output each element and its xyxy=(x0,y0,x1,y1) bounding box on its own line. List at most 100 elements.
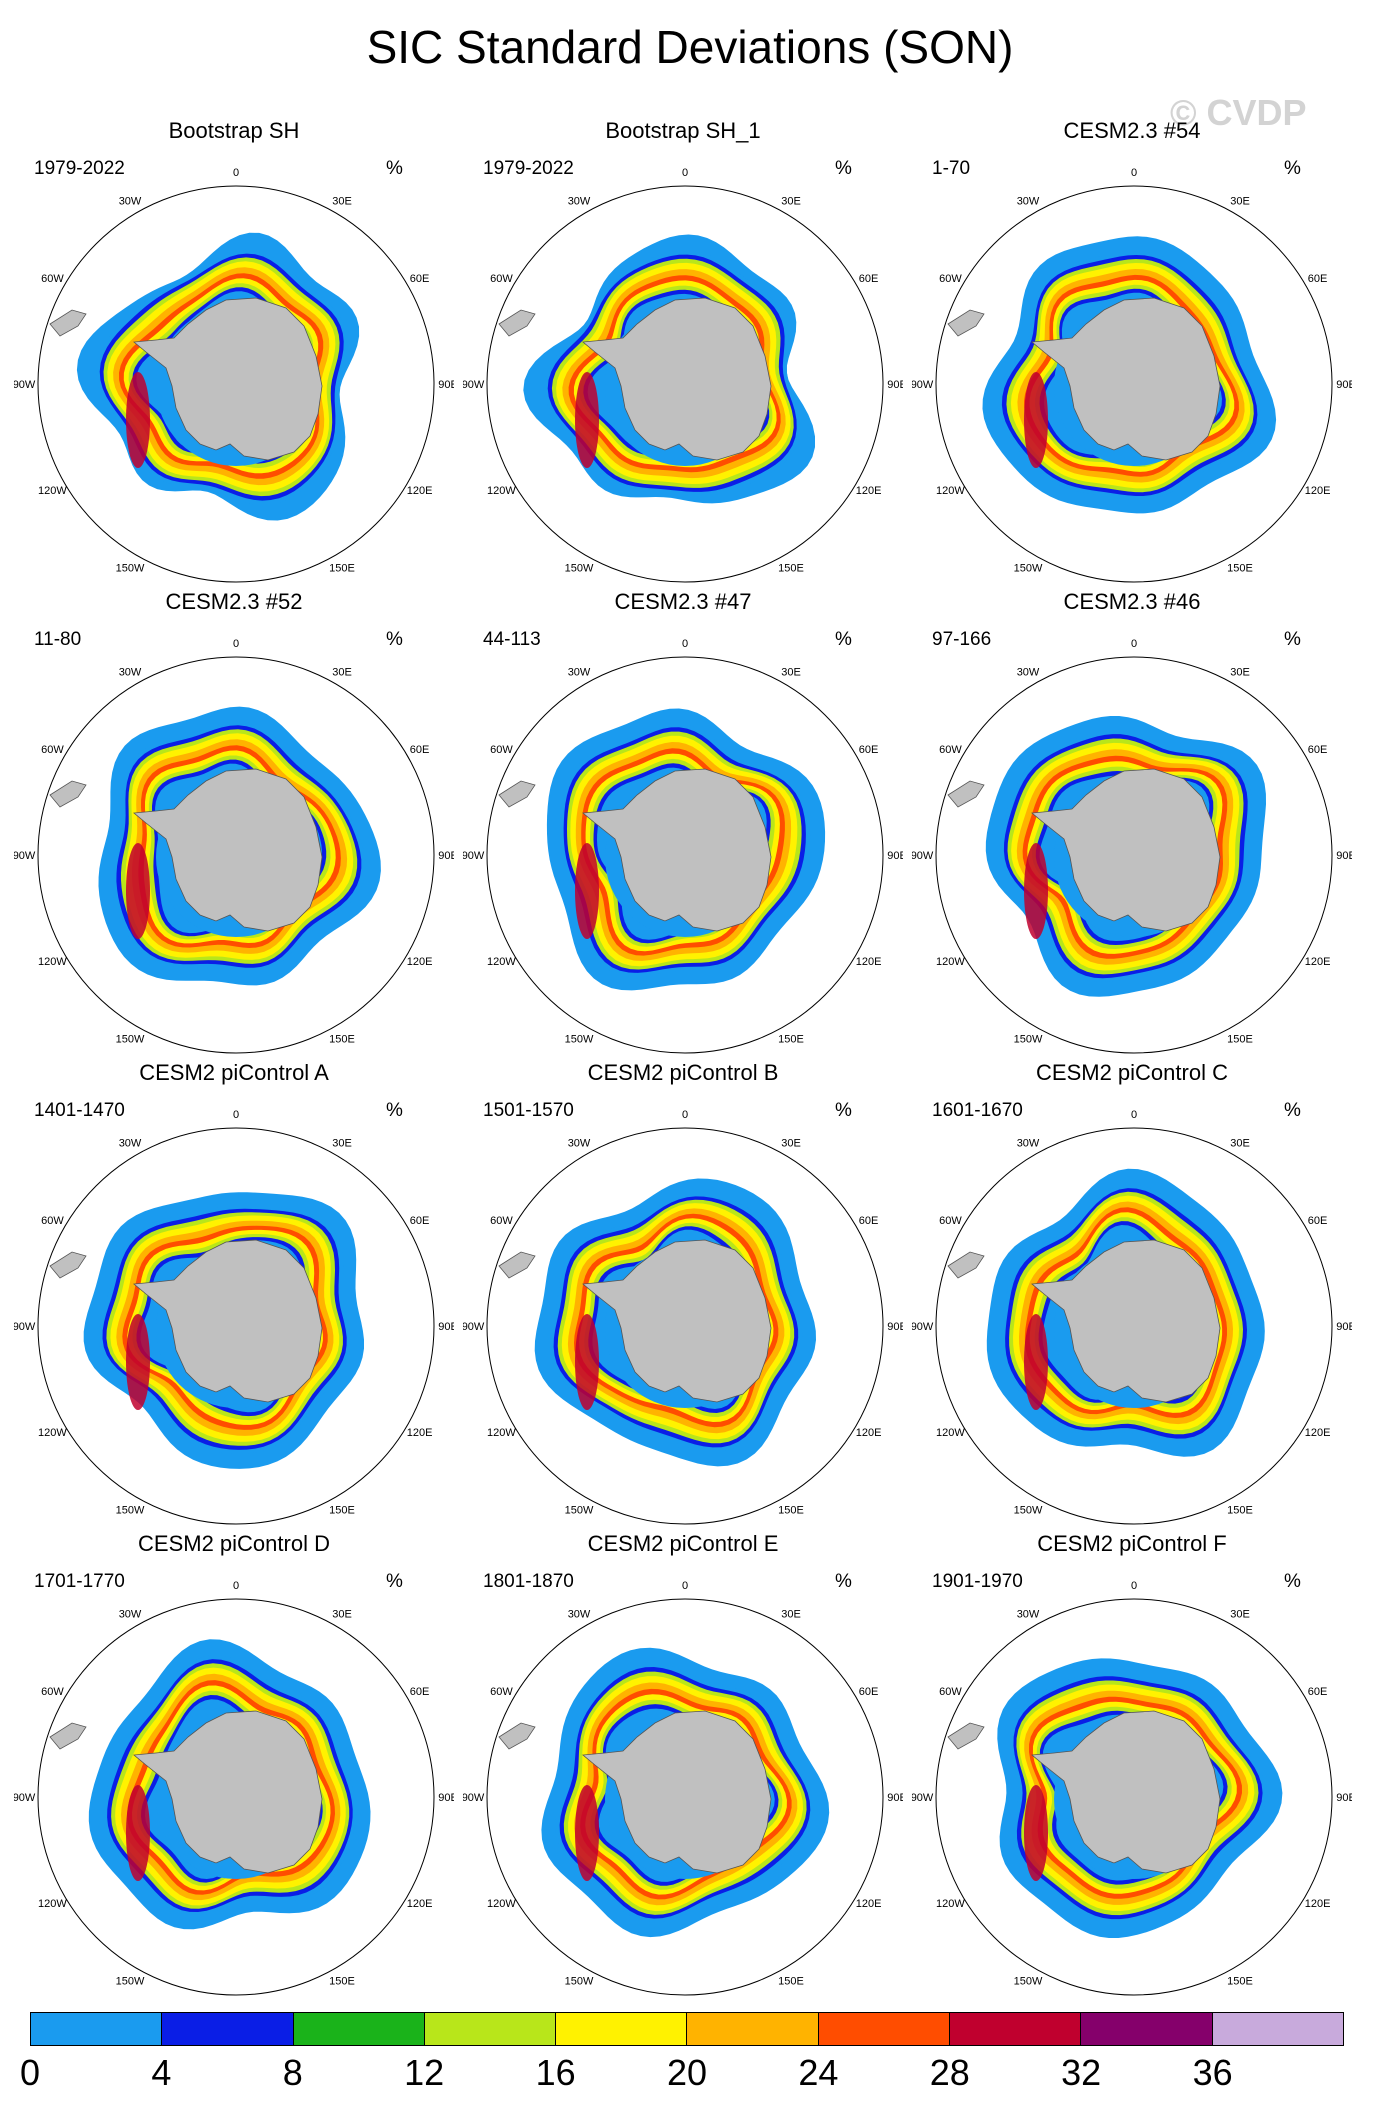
sic-maximum xyxy=(126,1314,150,1410)
antarctica-landmass xyxy=(1031,1239,1221,1403)
polar-map: 030E60E90E120E150E180150W120W90W60W30W xyxy=(912,1581,1352,1996)
colorbar-swatch xyxy=(687,2013,819,2045)
panel-units: % xyxy=(1284,629,1301,650)
longitude-label: 120E xyxy=(407,1427,433,1439)
longitude-label: 150E xyxy=(1227,1976,1253,1988)
longitude-label: 150W xyxy=(116,1505,145,1517)
map-panel: CESM2.3 #541-70%030E60E90E120E150E180150… xyxy=(912,118,1352,586)
panel-years: 1801-1870 xyxy=(483,1571,574,1592)
longitude-label: 60W xyxy=(939,273,962,285)
longitude-label: 60E xyxy=(410,1686,430,1698)
longitude-label: 60W xyxy=(939,1215,962,1227)
longitude-label: 120W xyxy=(936,1427,965,1439)
longitude-label: 0 xyxy=(233,1110,239,1121)
antarctica-landmass xyxy=(133,768,323,932)
panel-title: Bootstrap SH_1 xyxy=(605,118,761,143)
longitude-label: 0 xyxy=(1131,1581,1137,1592)
panel-years: 1-70 xyxy=(932,158,971,179)
longitude-label: 30W xyxy=(119,195,142,207)
longitude-label: 30W xyxy=(119,1137,142,1149)
antarctica-landmass xyxy=(582,297,772,461)
longitude-label: 90W xyxy=(463,379,485,391)
longitude-label: 60E xyxy=(859,1215,879,1227)
map-panel: CESM2 piControl E 1801-1870% 0 30E 60E 90E 120… xyxy=(463,1531,903,1999)
longitude-label: 0 xyxy=(682,1110,688,1121)
longitude-label: 30E xyxy=(1230,1137,1250,1149)
panel-years: 1979-2022 xyxy=(483,158,574,179)
longitude-label: 90E xyxy=(1336,1792,1352,1804)
longitude-label: 30W xyxy=(568,666,591,678)
colorbar-swatch xyxy=(1081,2013,1213,2045)
panel-years: 1701-1770 xyxy=(34,1571,125,1592)
longitude-label: 60W xyxy=(939,744,962,756)
longitude-label: 60W xyxy=(490,1686,513,1698)
longitude-label: 150E xyxy=(329,1505,355,1517)
colorbar-swatch xyxy=(950,2013,1082,2045)
longitude-label: 30E xyxy=(332,666,352,678)
longitude-label: 90E xyxy=(438,850,454,862)
longitude-label: 0 xyxy=(1131,1110,1137,1121)
longitude-label: 60W xyxy=(490,273,513,285)
longitude-label: 60W xyxy=(41,1215,64,1227)
south-america-landmass xyxy=(947,309,985,337)
sic-maximum xyxy=(575,843,599,939)
panel-years: 1901-1970 xyxy=(932,1571,1023,1592)
panel-units: % xyxy=(835,158,852,179)
longitude-label: 120W xyxy=(936,485,965,497)
longitude-label: 150W xyxy=(1014,1505,1043,1517)
map-boundary xyxy=(486,185,884,583)
longitude-label: 90E xyxy=(1336,379,1352,391)
longitude-label: 90E xyxy=(887,1792,903,1804)
panel-title: CESM2.3 #47 xyxy=(614,589,752,614)
sic-maximum xyxy=(126,843,150,939)
longitude-label: 150E xyxy=(1227,1034,1253,1046)
longitude-label: 90W xyxy=(463,1792,485,1804)
longitude-label: 120W xyxy=(487,485,516,497)
polar-map: 030E60E90E120E150E180150W120W90W60W30W xyxy=(14,1110,454,1525)
longitude-label: 0 xyxy=(233,1581,239,1592)
south-america-landmass xyxy=(498,309,536,337)
longitude-label: 30W xyxy=(1017,1608,1040,1620)
panel-years: 97-166 xyxy=(932,629,992,650)
longitude-label: 150W xyxy=(116,1034,145,1046)
panel-title: CESM2 piControl F xyxy=(1037,1531,1227,1556)
longitude-label: 150W xyxy=(1014,1034,1043,1046)
sic-maximum xyxy=(575,1785,599,1881)
longitude-label: 30E xyxy=(781,195,801,207)
sic-maximum xyxy=(126,1785,150,1881)
colorbar-swatch xyxy=(31,2013,163,2045)
sic-maximum xyxy=(575,1314,599,1410)
map-boundary xyxy=(37,185,435,583)
longitude-label: 90W xyxy=(14,1792,36,1804)
longitude-label: 90W xyxy=(912,1321,934,1333)
longitude-label: 150E xyxy=(778,1505,804,1517)
longitude-label: 150W xyxy=(116,1976,145,1988)
colorbar-swatch xyxy=(293,2013,425,2045)
longitude-label: 90E xyxy=(438,1792,454,1804)
longitude-label: 120W xyxy=(936,956,965,968)
map-boundary xyxy=(935,1127,1333,1525)
longitude-label: 60W xyxy=(490,744,513,756)
panel-units: % xyxy=(386,1571,403,1592)
antarctica-landmass xyxy=(1031,1710,1221,1874)
antarctica-landmass xyxy=(133,1239,323,1403)
panel-title: CESM2 piControl A xyxy=(139,1060,329,1085)
colorbar-tick-label: 36 xyxy=(1192,2052,1233,2093)
longitude-label: 30W xyxy=(1017,666,1040,678)
longitude-label: 120E xyxy=(1305,1898,1331,1910)
longitude-label: 60W xyxy=(939,1686,962,1698)
longitude-label: 150W xyxy=(565,563,594,575)
colorbar-tick-label: 12 xyxy=(404,2052,445,2093)
colorbar-tick-label: 8 xyxy=(282,2052,303,2093)
longitude-label: 30W xyxy=(568,1608,591,1620)
polar-map: 030E60E90E120E150E180150W120W90W60W30W xyxy=(912,639,1352,1054)
longitude-label: 150E xyxy=(1227,563,1253,575)
map-boundary xyxy=(37,1127,435,1525)
longitude-label: 90E xyxy=(887,379,903,391)
longitude-label: 60W xyxy=(490,1215,513,1227)
longitude-label: 120E xyxy=(1305,956,1331,968)
south-america-landmass xyxy=(947,780,985,808)
colorbar-tick-label: 32 xyxy=(1061,2052,1102,2093)
panel-units: % xyxy=(1284,1571,1301,1592)
sic-maximum xyxy=(1024,1314,1048,1410)
